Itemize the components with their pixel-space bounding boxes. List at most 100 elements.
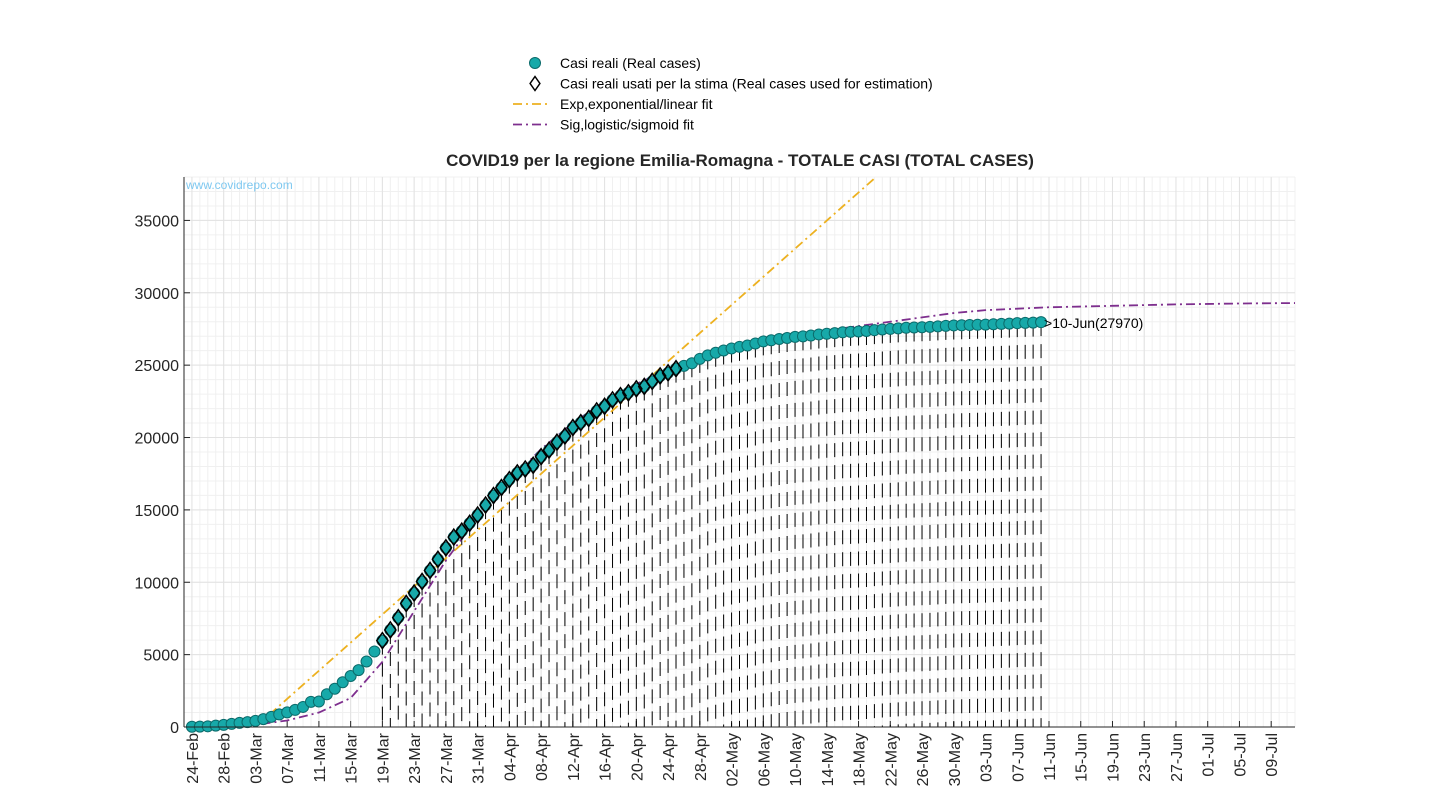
- y-tick-label: 30000: [135, 286, 180, 303]
- data-point: [384, 623, 397, 636]
- data-point: [360, 655, 373, 668]
- estimation-point: [542, 440, 556, 460]
- x-tick-label: 18-May: [852, 733, 869, 786]
- legend-label: Exp,exponential/linear fit: [560, 96, 713, 112]
- estimation-point: [383, 620, 397, 640]
- x-tick-label: 24-Apr: [661, 732, 678, 781]
- estimation-point: [653, 366, 667, 386]
- x-tick-label: 04-Apr: [502, 732, 519, 781]
- x-tick-label: 10-May: [788, 733, 805, 786]
- estimation-point: [486, 486, 501, 505]
- estimation-point: [463, 513, 477, 533]
- x-tick-label: 19-Jun: [1105, 733, 1122, 782]
- legend-marker: [529, 57, 541, 69]
- estimation-point: [582, 409, 596, 428]
- x-tick-label: 07-Jun: [1010, 733, 1027, 782]
- x-tick-label: 02-May: [725, 733, 742, 786]
- x-tick-label: 20-Apr: [629, 732, 646, 781]
- estimation-point: [669, 359, 683, 378]
- x-tick-label: 03-Mar: [248, 732, 265, 783]
- watermark: www.covidrepo.com: [185, 178, 293, 192]
- legend-label: Casi reali usati per la stima (Real case…: [560, 76, 933, 92]
- y-tick-label: 35000: [135, 213, 180, 230]
- data-point: [344, 670, 357, 683]
- data-point: [527, 459, 540, 472]
- data-point: [392, 611, 405, 624]
- x-tick-label: 03-Jun: [979, 733, 996, 782]
- x-tick-label: 11-Jun: [1042, 733, 1059, 781]
- data-point: [408, 587, 421, 600]
- x-tick-label: 26-May: [915, 733, 932, 786]
- estimation-point: [494, 478, 508, 497]
- y-tick-label: 25000: [135, 358, 180, 375]
- x-tick-label: 14-May: [820, 733, 837, 786]
- x-tick-label: 11-Mar: [312, 732, 329, 782]
- legend-label: Sig,logistic/sigmoid fit: [560, 117, 694, 133]
- estimation-point: [399, 594, 413, 613]
- data-point: [1035, 316, 1048, 329]
- y-tick-label: 10000: [135, 575, 180, 592]
- estimation-point: [629, 379, 643, 399]
- data-point: [336, 676, 349, 689]
- data-point: [463, 517, 476, 530]
- x-tick-label: 15-Jun: [1074, 733, 1091, 782]
- data-point: [471, 509, 484, 522]
- x-tick-label: 22-May: [883, 733, 900, 786]
- estimation-point: [502, 470, 516, 489]
- annotation: >10-Jun(27970): [1044, 315, 1143, 331]
- estimation-point: [455, 521, 469, 541]
- plot-area: [185, 177, 1296, 733]
- estimation-point: [375, 631, 389, 650]
- estimation-point: [598, 396, 612, 416]
- data-point: [400, 597, 413, 610]
- data-point: [376, 634, 389, 647]
- estimation-point: [613, 386, 627, 405]
- x-tick-label: 23-Mar: [407, 732, 424, 783]
- x-tick-label: 07-Mar: [280, 732, 297, 783]
- legend-marker: [529, 75, 541, 92]
- estimation-point: [431, 549, 445, 569]
- x-tick-label: 15-Mar: [344, 732, 361, 783]
- y-tick-label: 20000: [135, 431, 180, 448]
- data-point: [479, 499, 492, 512]
- data-point: [352, 664, 365, 677]
- chart-title: COVID19 per la regione Emilia-Romagna - …: [446, 151, 1034, 170]
- legend-label: Casi reali (Real cases): [560, 55, 701, 71]
- data-point: [439, 541, 452, 554]
- data-point: [328, 682, 341, 695]
- data-point: [416, 575, 429, 588]
- x-tick-label: 06-May: [756, 733, 773, 786]
- fit-line: [223, 302, 1296, 728]
- x-tick-label: 19-Mar: [375, 732, 392, 783]
- data-point: [431, 553, 444, 566]
- estimation-point: [415, 572, 429, 591]
- estimation-point: [391, 608, 405, 627]
- fit-line: [254, 177, 876, 728]
- estimation-point: [423, 561, 437, 580]
- x-tick-label: 28-Feb: [217, 733, 234, 784]
- estimation-point: [550, 432, 564, 452]
- y-tick-label: 0: [170, 720, 179, 737]
- x-tick-label: 27-Mar: [439, 732, 456, 783]
- estimation-point: [558, 426, 572, 446]
- x-tick-label: 31-Mar: [471, 732, 488, 783]
- estimation-point: [479, 495, 493, 515]
- estimation-point: [471, 505, 485, 525]
- x-tick-label: 24-Feb: [185, 733, 202, 784]
- estimation-point: [534, 447, 548, 466]
- estimation-point: [526, 455, 540, 475]
- x-tick-label: 16-Apr: [598, 732, 615, 781]
- x-tick-label: 23-Jun: [1137, 733, 1154, 782]
- y-tick-label: 5000: [143, 648, 179, 665]
- x-tick-label: 08-Apr: [534, 732, 551, 781]
- data-point: [368, 645, 381, 658]
- x-tick-label: 30-May: [947, 733, 964, 786]
- x-tick-label: 12-Apr: [566, 732, 583, 781]
- x-tick-label: 27-Jun: [1169, 733, 1186, 782]
- data-point: [424, 564, 437, 577]
- y-tick-label: 15000: [135, 503, 180, 520]
- estimation-point: [439, 538, 453, 558]
- x-tick-label: 09-Jul: [1264, 733, 1281, 777]
